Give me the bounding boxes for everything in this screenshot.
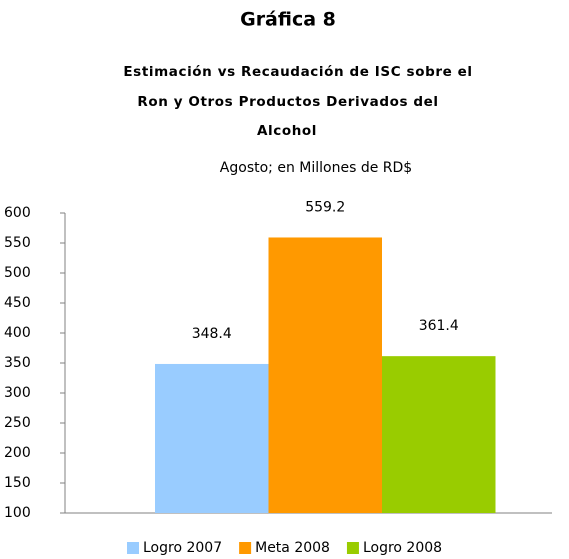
chart-subtitle: Alcohol xyxy=(257,123,317,139)
value-label: 559.2 xyxy=(305,199,345,215)
legend-swatch xyxy=(346,542,359,554)
chart-subtitle: Ron y Otros Productos Derivados del xyxy=(137,94,438,110)
bar xyxy=(382,356,496,513)
chart-subtitle: Estimación vs Recaudación de ISC sobre e… xyxy=(123,64,472,80)
legend-swatch xyxy=(127,542,139,554)
y-tick-label: 250 xyxy=(4,415,31,431)
bar xyxy=(155,363,269,513)
chart-note: Agosto; en Millones de RD$ xyxy=(220,160,412,176)
y-tick-label: 300 xyxy=(4,385,31,401)
y-tick-label: 550 xyxy=(4,235,31,251)
value-label: 348.4 xyxy=(192,326,232,342)
value-label: 361.4 xyxy=(419,318,459,334)
legend-label: Logro 2007 xyxy=(143,540,222,556)
y-tick-label: 450 xyxy=(4,295,31,311)
legend-label: Meta 2008 xyxy=(255,540,330,556)
y-tick-label: 200 xyxy=(4,445,31,461)
y-tick-label: 500 xyxy=(4,265,31,281)
y-tick-label: 150 xyxy=(4,475,31,491)
y-tick-label: 100 xyxy=(4,505,31,521)
chart-title: Gráfica 8 xyxy=(240,9,336,31)
y-tick-label: 400 xyxy=(4,325,31,341)
legend-label: Logro 2008 xyxy=(363,540,442,556)
y-tick-label: 600 xyxy=(4,205,31,221)
y-tick-label: 350 xyxy=(4,355,31,371)
legend-swatch xyxy=(239,542,252,554)
bar xyxy=(268,237,382,514)
